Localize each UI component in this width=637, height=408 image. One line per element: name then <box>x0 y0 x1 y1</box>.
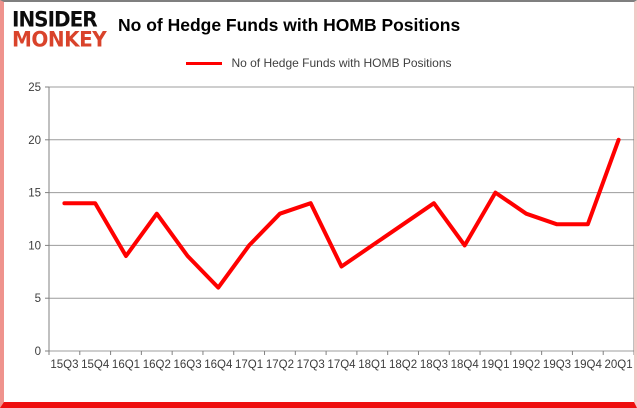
x-tick-label: 16Q3 <box>174 359 202 371</box>
y-tick-label: 0 <box>35 346 41 358</box>
x-tick-label: 19Q3 <box>543 359 571 371</box>
y-tick-label: 25 <box>28 82 41 94</box>
x-tick-label: 17Q3 <box>297 359 325 371</box>
chart-legend: No of Hedge Funds with HOMB Positions <box>4 56 634 70</box>
data-line <box>62 137 621 290</box>
x-tick-label: 18Q4 <box>451 359 480 371</box>
x-tick-label: 19Q4 <box>574 359 603 371</box>
x-tick-label: 17Q4 <box>327 359 356 371</box>
x-tick-label: 16Q1 <box>112 359 140 371</box>
x-tick-label: 18Q1 <box>358 359 386 371</box>
y-tick-label: 10 <box>28 240 41 252</box>
x-tick-label: 19Q2 <box>512 359 540 371</box>
x-tick-label: 15Q3 <box>50 359 78 371</box>
x-tick-label: 17Q1 <box>235 359 263 371</box>
x-tick-label: 16Q4 <box>204 359 233 371</box>
x-tick-label: 15Q4 <box>81 359 110 371</box>
logo-monkey-text: MONKEY <box>12 26 107 52</box>
insider-monkey-logo: INSIDER MONKEY <box>12 6 118 52</box>
y-tick-label: 15 <box>28 188 41 200</box>
x-tick-label: 16Q2 <box>143 359 171 371</box>
x-tick-label: 18Q2 <box>389 359 417 371</box>
logo-insider-text: INSIDER <box>12 6 98 32</box>
legend-label: No of Hedge Funds with HOMB Positions <box>231 56 452 70</box>
x-tick-label: 18Q3 <box>420 359 448 371</box>
y-tick-label: 5 <box>35 293 41 305</box>
x-tick-label: 17Q2 <box>266 359 294 371</box>
chart-title: No of Hedge Funds with HOMB Positions <box>118 15 461 35</box>
x-tick-label: 20Q1 <box>605 359 633 371</box>
legend-line-swatch <box>186 61 223 65</box>
x-tick-label: 19Q1 <box>481 359 509 371</box>
y-tick-label: 20 <box>28 135 41 147</box>
